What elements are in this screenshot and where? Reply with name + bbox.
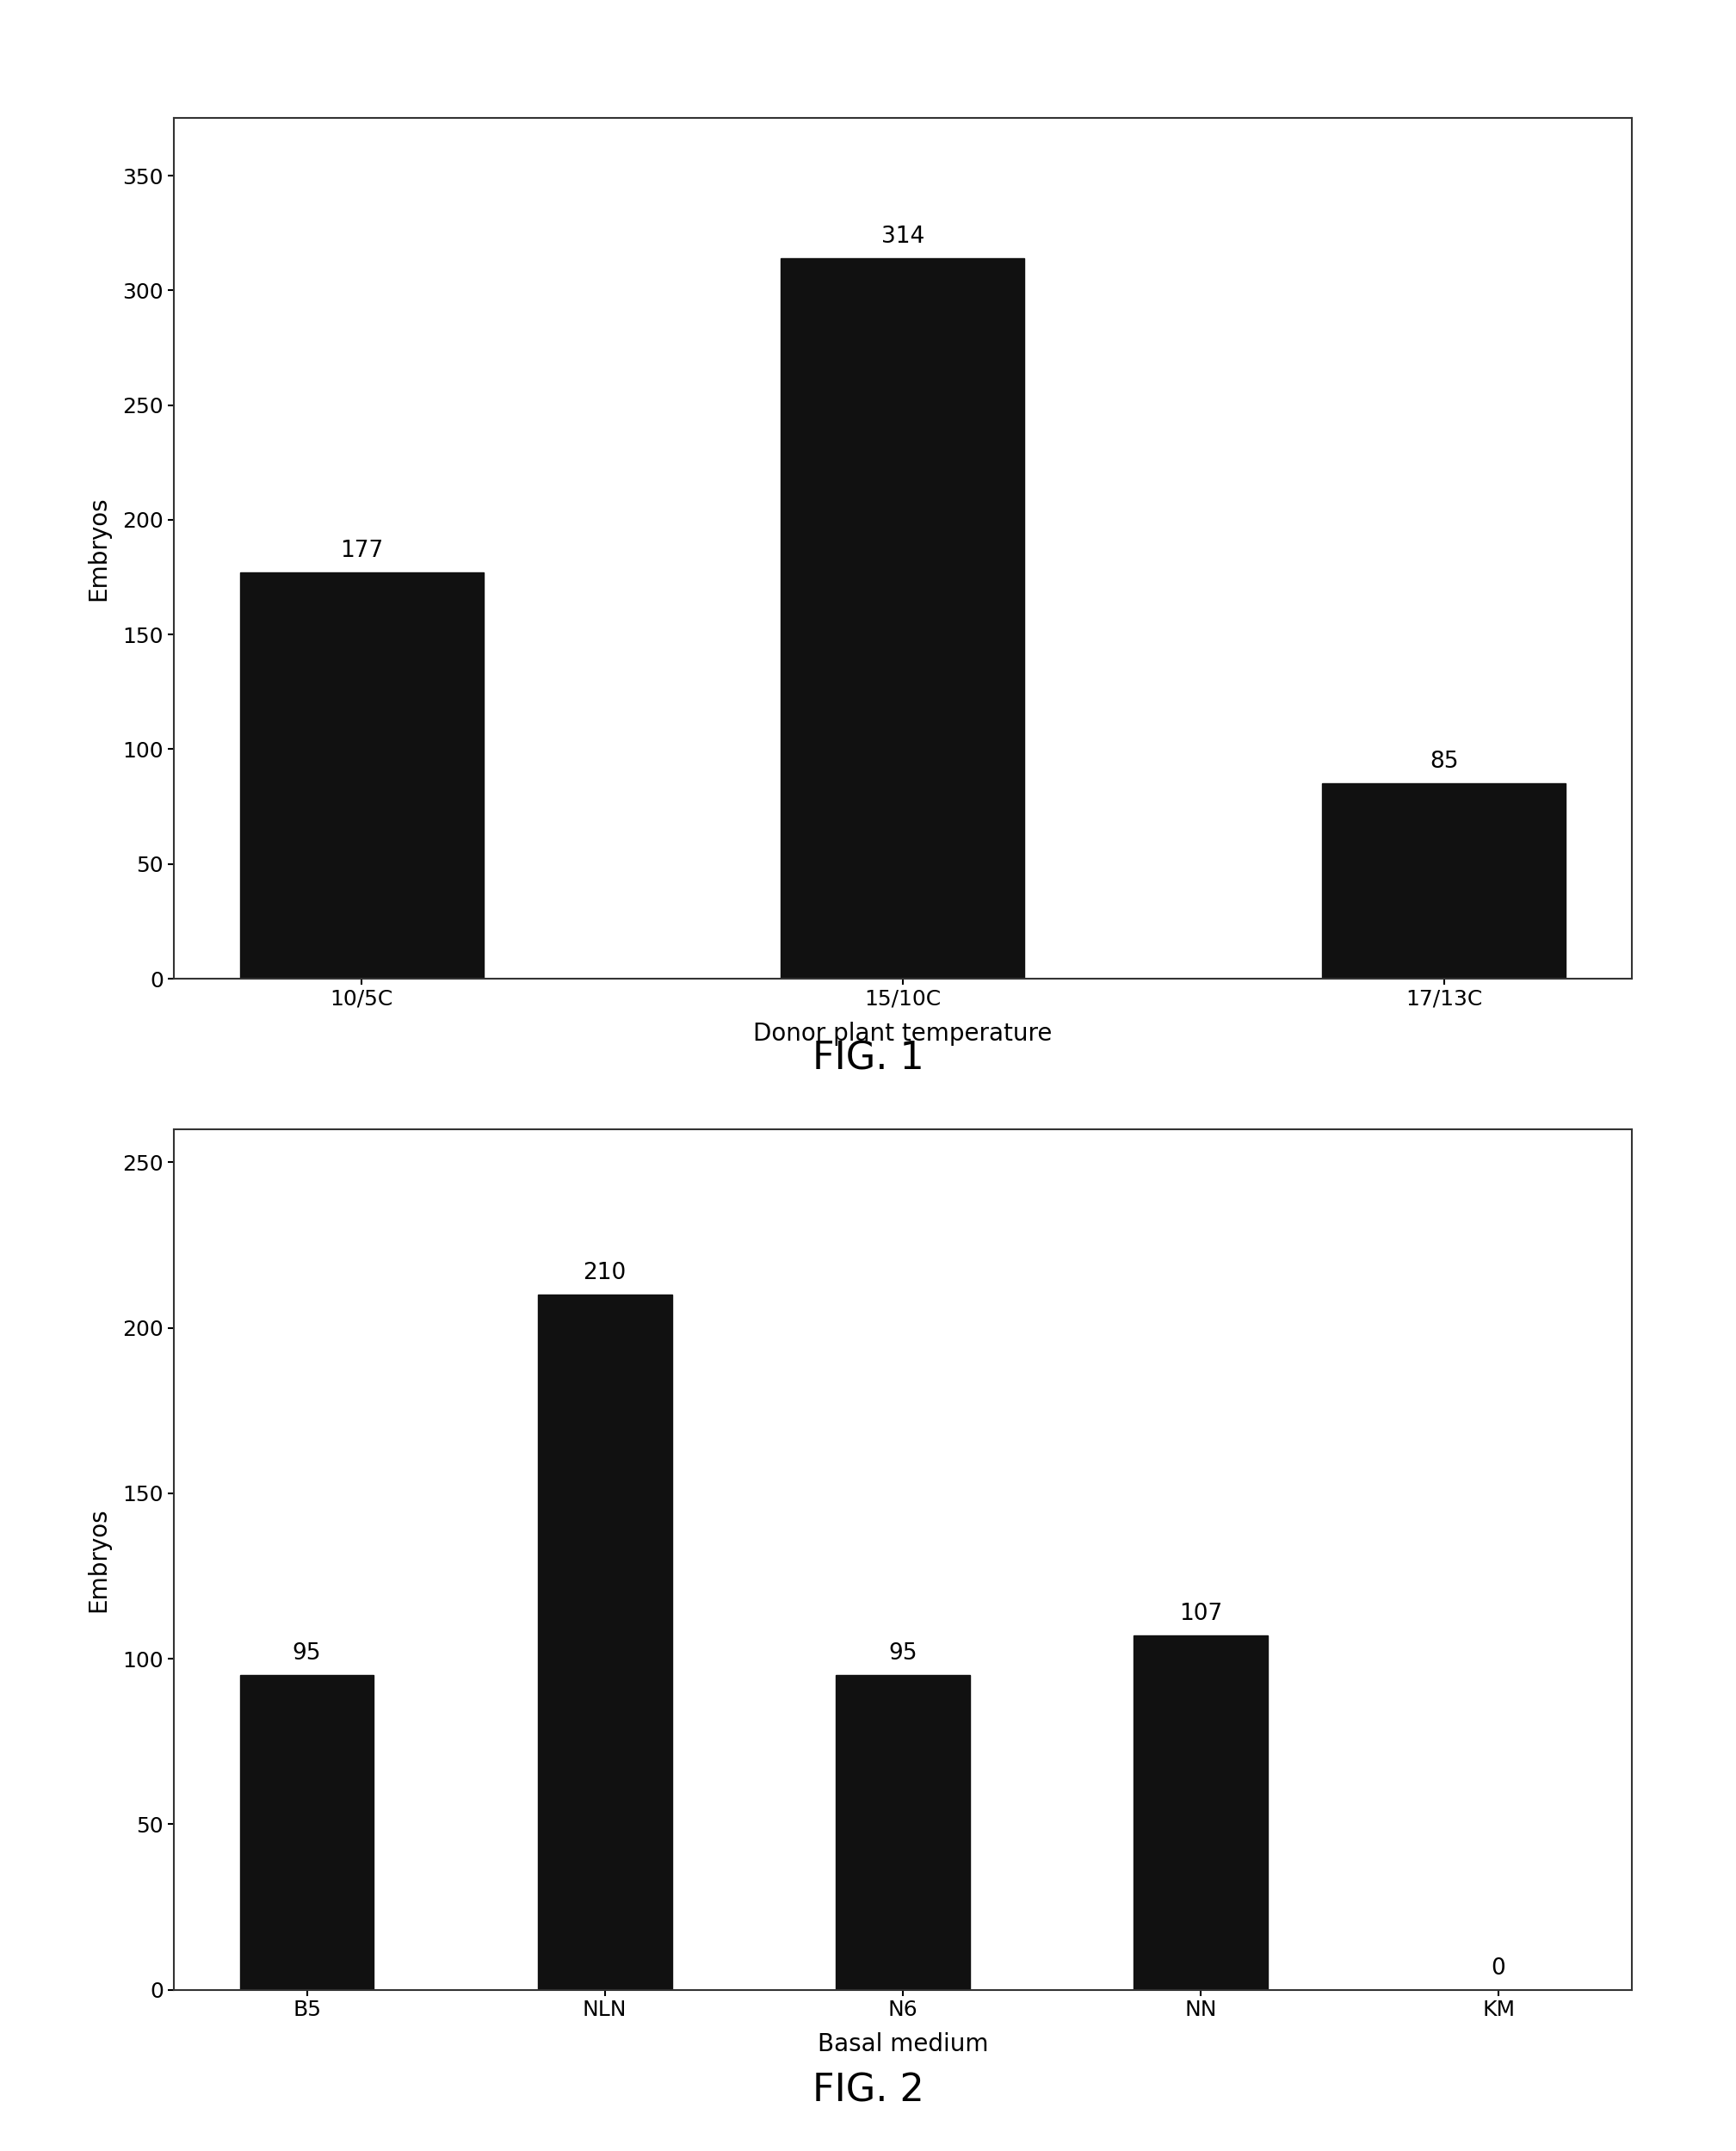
Text: FIG. 2: FIG. 2 xyxy=(812,2071,924,2110)
Text: 95: 95 xyxy=(292,1643,321,1665)
Y-axis label: Embryos: Embryos xyxy=(87,497,111,600)
Bar xyxy=(1134,1635,1267,1990)
X-axis label: Basal medium: Basal medium xyxy=(818,2033,988,2056)
Text: 107: 107 xyxy=(1179,1602,1222,1626)
Bar xyxy=(240,572,483,979)
Text: 314: 314 xyxy=(882,226,924,247)
Y-axis label: Embryos: Embryos xyxy=(87,1508,111,1611)
Bar xyxy=(835,1676,970,1990)
Text: FIG. 1: FIG. 1 xyxy=(812,1039,924,1078)
Text: 95: 95 xyxy=(889,1643,917,1665)
Text: 0: 0 xyxy=(1491,1957,1505,1979)
Text: 177: 177 xyxy=(340,540,384,561)
Bar xyxy=(538,1295,672,1990)
Bar xyxy=(1323,783,1566,979)
Text: 210: 210 xyxy=(583,1263,627,1284)
X-axis label: Donor plant temperature: Donor plant temperature xyxy=(753,1022,1052,1045)
Bar xyxy=(781,258,1024,979)
Text: 85: 85 xyxy=(1429,751,1458,774)
Bar xyxy=(240,1676,373,1990)
